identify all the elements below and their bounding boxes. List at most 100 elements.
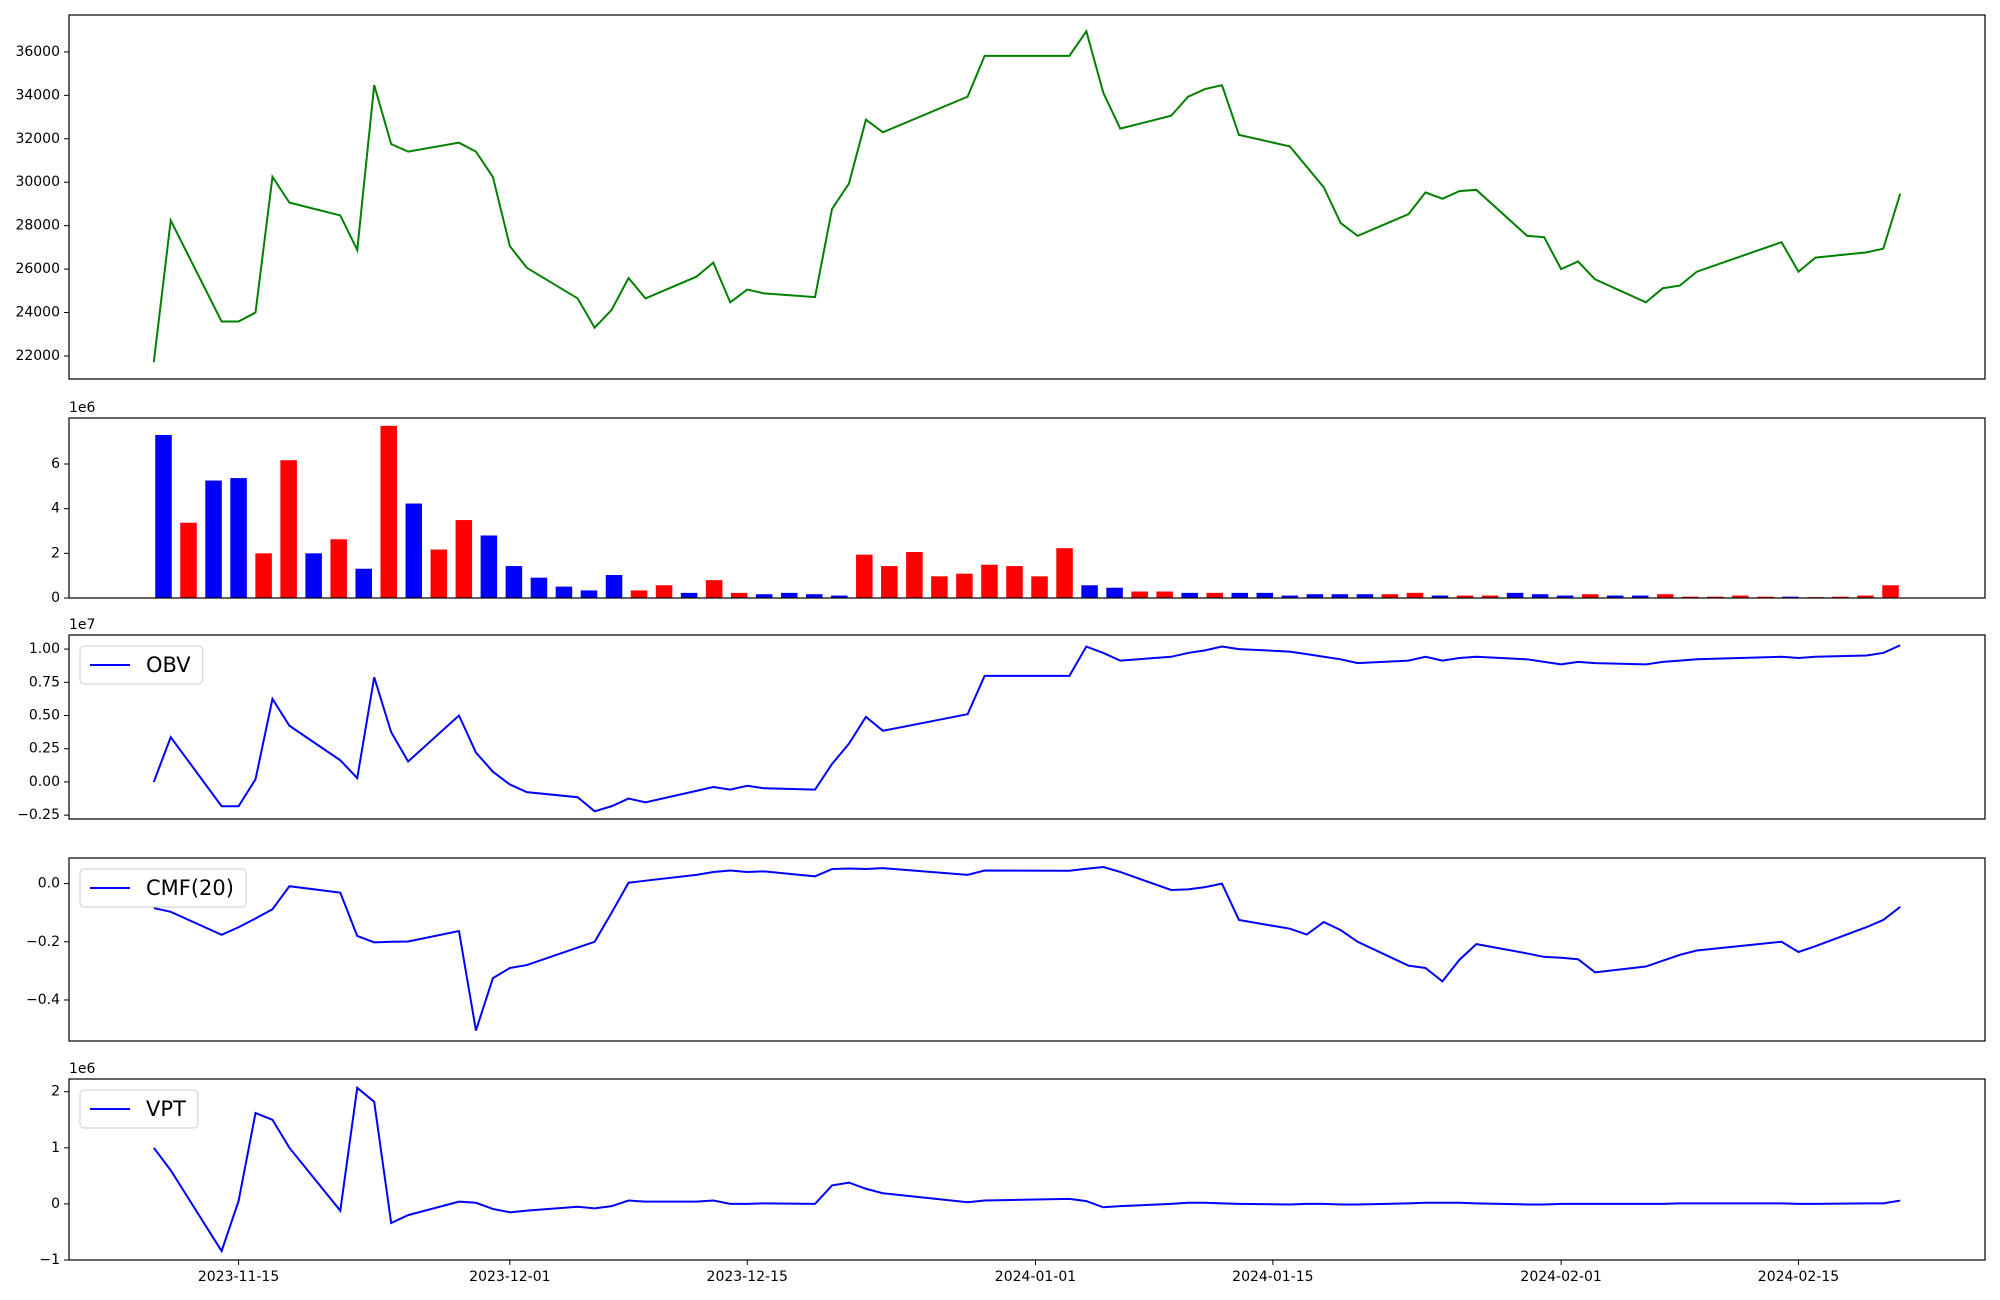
bar	[230, 478, 247, 598]
bar	[455, 520, 473, 598]
axes-frame	[68, 1078, 1986, 1261]
bar	[305, 553, 322, 598]
data-line	[152, 1085, 1901, 1254]
bar	[280, 460, 297, 598]
x-tick-label: 2024-01-15	[1232, 1269, 1313, 1285]
y-tick-label: −0.2	[26, 934, 60, 950]
y-tick-label: 36000	[15, 44, 60, 60]
y-tick-label: 28000	[15, 218, 60, 234]
bar	[255, 553, 272, 598]
y-tick-label: 1.00	[29, 641, 60, 657]
y-tick-label: 26000	[15, 261, 60, 277]
bar	[1732, 595, 1749, 598]
y-tick-label: 24000	[15, 305, 60, 321]
bar	[981, 564, 998, 598]
bar	[1707, 596, 1724, 598]
bar	[1782, 596, 1799, 598]
bar	[630, 590, 648, 598]
y-tick-label: −0.4	[26, 992, 60, 1008]
bar	[1606, 595, 1624, 598]
y-tick-label: 0.75	[29, 674, 60, 690]
bar	[1481, 595, 1499, 598]
bar	[430, 549, 448, 598]
bar	[1682, 596, 1699, 598]
bar	[180, 522, 197, 598]
y-tick-label: −1	[39, 1252, 60, 1268]
bar	[805, 594, 823, 598]
bar	[1056, 548, 1073, 598]
y-tick-label: 2	[51, 1084, 60, 1100]
y-tick-label: 1	[51, 1140, 60, 1156]
bar	[1506, 592, 1524, 598]
bar	[655, 585, 673, 598]
bar	[1832, 596, 1849, 598]
bar	[956, 573, 973, 598]
legend	[79, 868, 247, 908]
y-tick-label: 0	[51, 590, 60, 606]
x-tick-label: 2023-12-01	[469, 1269, 550, 1285]
axes-frame	[68, 634, 1986, 820]
bar	[480, 535, 498, 598]
bar	[1006, 566, 1023, 598]
bar	[730, 592, 748, 598]
data-line	[152, 644, 1901, 813]
legend-label: OBV	[146, 653, 191, 677]
bar	[1406, 592, 1424, 598]
y-tick-label: 6	[51, 456, 60, 472]
bar	[580, 590, 598, 598]
legend	[79, 1089, 199, 1129]
x-tick-label: 2024-02-15	[1758, 1269, 1839, 1285]
bar	[205, 480, 222, 598]
bar	[906, 551, 923, 598]
bar	[1882, 585, 1899, 598]
bar	[555, 586, 573, 598]
bar	[155, 434, 172, 598]
y-tick-label: 32000	[15, 131, 60, 147]
bar	[1306, 594, 1324, 598]
bar	[1281, 595, 1299, 598]
bar	[1331, 594, 1349, 598]
bar	[1206, 592, 1223, 598]
bar	[780, 592, 798, 598]
bar	[1031, 576, 1048, 598]
bar	[1531, 594, 1549, 598]
bar	[856, 554, 873, 598]
y-tick-label: 0.00	[29, 774, 60, 790]
x-tick-label: 2024-01-01	[995, 1269, 1076, 1285]
axis-offset-label: 1e7	[69, 617, 95, 633]
bar	[405, 503, 423, 598]
bar	[1456, 595, 1474, 598]
y-tick-label: 34000	[15, 87, 60, 103]
legend-label: VPT	[146, 1097, 186, 1121]
legend-label: CMF(20)	[146, 876, 234, 900]
bar	[1556, 595, 1574, 598]
legend	[79, 645, 204, 685]
y-tick-label: 0.25	[29, 741, 60, 757]
bar	[1381, 594, 1399, 598]
bar	[1356, 594, 1374, 598]
bar	[1181, 592, 1198, 598]
bar	[530, 577, 548, 598]
bar	[1431, 595, 1449, 598]
bar	[881, 566, 898, 598]
y-tick-label: 4	[51, 501, 60, 517]
bar	[1156, 591, 1173, 598]
axis-offset-label: 1e6	[69, 1061, 96, 1077]
x-tick-label: 2024-02-01	[1520, 1269, 1601, 1285]
x-tick-label: 2023-12-15	[707, 1269, 788, 1285]
bar	[705, 580, 723, 598]
y-tick-label: −0.25	[17, 807, 60, 823]
bar	[355, 568, 372, 598]
bar	[1631, 595, 1649, 598]
axis-offset-label: 1e6	[69, 400, 96, 416]
bar	[1581, 594, 1599, 598]
bar	[1131, 591, 1148, 598]
data-line	[153, 866, 1901, 1031]
x-tick-label: 2023-11-15	[198, 1269, 279, 1285]
data-line	[152, 28, 1902, 363]
bar	[380, 425, 398, 598]
bar	[505, 566, 523, 598]
y-tick-label: 0.50	[29, 708, 60, 724]
